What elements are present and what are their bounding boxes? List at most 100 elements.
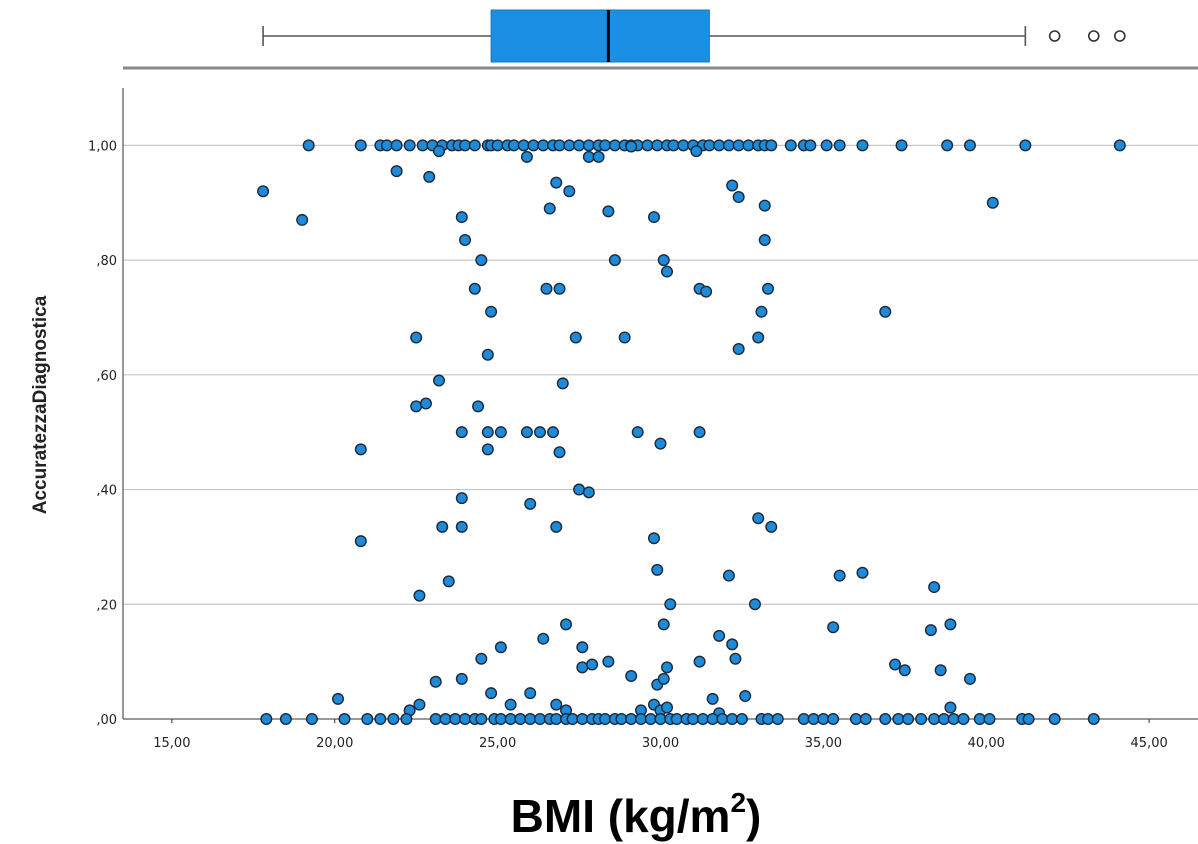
data-point <box>550 713 563 726</box>
data-point <box>302 139 315 152</box>
data-point <box>765 139 778 152</box>
data-point <box>475 652 488 665</box>
data-point <box>647 211 660 224</box>
data-point <box>726 713 739 726</box>
data-point <box>647 532 660 545</box>
data-point <box>667 139 680 152</box>
data-point <box>625 669 638 682</box>
data-point <box>762 282 775 295</box>
data-point <box>735 713 748 726</box>
data-point <box>661 265 674 278</box>
x-tick-label: 20,00 <box>316 736 353 751</box>
x-axis-title: BMI (kg/m2) <box>511 787 762 842</box>
data-point <box>670 713 683 726</box>
data-point <box>700 285 713 298</box>
data-point <box>257 185 270 198</box>
y-tick-label: 1,00 <box>88 139 117 154</box>
x-tick-label: 40,00 <box>968 736 1005 751</box>
data-point <box>726 179 739 192</box>
data-point <box>641 139 654 152</box>
data-point <box>455 672 468 685</box>
y-tick-label: ,20 <box>96 598 117 613</box>
data-point <box>520 150 533 163</box>
data-point <box>983 713 996 726</box>
x-tick-label: 25,00 <box>479 736 516 751</box>
data-points <box>257 139 1126 726</box>
axes: ,00 ,20 ,40 ,60 ,80 1,00 15,00 20,00 25,00 30,00 3… <box>88 88 1198 751</box>
data-point <box>514 713 527 726</box>
data-point <box>631 426 644 439</box>
data-point <box>459 139 472 152</box>
data-point <box>279 713 292 726</box>
x-axis-title-close: ) <box>746 790 761 842</box>
data-point <box>361 713 374 726</box>
data-point <box>543 202 556 215</box>
data-point <box>902 713 915 726</box>
y-tick-label: ,00 <box>96 713 117 728</box>
data-point <box>485 305 498 318</box>
data-point <box>661 701 674 714</box>
data-point <box>849 713 862 726</box>
x-tick-label: 15,00 <box>153 736 190 751</box>
data-point <box>563 139 576 152</box>
data-point <box>898 664 911 677</box>
data-point <box>569 331 582 344</box>
boxplot-outlier <box>1087 30 1100 42</box>
data-point <box>915 713 928 726</box>
data-point <box>928 713 941 726</box>
data-point <box>771 713 784 726</box>
data-point <box>413 698 426 711</box>
data-point <box>928 581 941 594</box>
data-point <box>573 483 586 496</box>
data-point <box>625 140 638 153</box>
data-point <box>455 492 468 505</box>
data-point <box>413 589 426 602</box>
data-point <box>602 655 615 668</box>
data-point <box>599 713 612 726</box>
data-point <box>390 165 403 178</box>
x-tick-label: 45,00 <box>1131 736 1168 751</box>
data-point <box>944 618 957 631</box>
data-point <box>762 713 775 726</box>
data-point <box>494 713 507 726</box>
data-point <box>963 672 976 685</box>
data-point <box>481 348 494 361</box>
data-point <box>537 139 550 152</box>
data-point <box>657 254 670 267</box>
data-point <box>494 426 507 439</box>
data-point <box>419 397 432 410</box>
boxplot-outlier <box>1048 30 1061 42</box>
data-point <box>713 139 726 152</box>
data-point <box>1022 713 1035 726</box>
data-point <box>338 713 351 726</box>
data-point <box>354 443 367 456</box>
data-point <box>755 305 768 318</box>
data-point <box>592 150 605 163</box>
data-point <box>403 139 416 152</box>
data-point <box>833 569 846 582</box>
data-point <box>374 713 387 726</box>
data-point <box>449 713 462 726</box>
y-axis-title: AccuratezzaDiagnostica <box>30 295 51 514</box>
data-point <box>1087 713 1100 726</box>
data-point <box>664 598 677 611</box>
y-tick-label: ,60 <box>96 369 117 384</box>
data-point <box>563 185 576 198</box>
x-tick-label: 30,00 <box>642 736 679 751</box>
data-point <box>879 713 892 726</box>
x-axis-title-superscript: 2 <box>730 787 746 818</box>
data-point <box>941 139 954 152</box>
data-point <box>533 713 546 726</box>
data-point <box>599 139 612 152</box>
data-point <box>732 139 745 152</box>
data-point <box>582 150 595 163</box>
data-point <box>481 443 494 456</box>
data-point <box>986 196 999 209</box>
data-point <box>260 713 273 726</box>
data-point <box>507 139 520 152</box>
data-point <box>517 139 530 152</box>
data-point <box>892 713 905 726</box>
data-point <box>625 713 638 726</box>
data-point <box>820 139 833 152</box>
